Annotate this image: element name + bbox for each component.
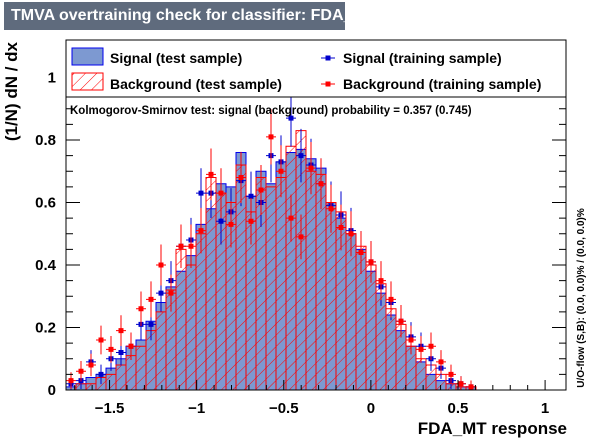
background-train-point <box>328 206 334 212</box>
background-train-point <box>358 250 364 255</box>
background-train-point <box>278 168 284 174</box>
background-train-point <box>148 296 154 302</box>
background-test-bar <box>115 364 127 391</box>
background-train-point <box>378 278 384 284</box>
x-tick-label: 0.5 <box>448 400 469 417</box>
legend-box <box>65 39 567 98</box>
background-train-point <box>338 225 344 230</box>
background-test-bar <box>125 355 137 391</box>
background-train-point <box>118 328 124 334</box>
background-train-point <box>98 337 104 343</box>
background-test-bar <box>305 170 317 391</box>
background-train-point <box>408 337 414 343</box>
legend-marker-background-train <box>325 81 331 87</box>
background-test-bar <box>135 345 147 391</box>
background-train-point <box>158 262 164 268</box>
background-train-point <box>448 371 454 377</box>
background-test-bar <box>365 264 377 391</box>
signal-train-point <box>198 190 204 196</box>
background-test-bar <box>175 248 187 391</box>
background-train-point <box>428 343 434 349</box>
background-train-point <box>168 290 174 296</box>
background-test-bar <box>285 145 297 391</box>
background-train-point <box>108 346 114 352</box>
signal-train-point <box>98 371 104 377</box>
background-test-bar <box>85 383 97 391</box>
signal-train-point <box>218 218 224 224</box>
background-train-point <box>178 243 184 249</box>
background-test-bar <box>155 311 167 391</box>
x-tick-label: 0 <box>367 400 375 417</box>
background-test-bar <box>385 308 397 391</box>
background-train-point <box>248 218 254 224</box>
x-tick-label: −1.5 <box>95 400 125 417</box>
x-tick-label: −0.5 <box>269 400 299 417</box>
background-train-point <box>208 171 214 177</box>
background-test-bar <box>265 186 277 391</box>
legend-label-signal-train: Signal (training sample) <box>343 50 502 66</box>
x-tick-label: −1 <box>188 400 205 417</box>
training-points <box>66 89 476 390</box>
background-train-point <box>288 215 294 221</box>
overflow-text: U/O-flow (S,B): (0.0, 0.0)% / (0.0, 0.0)… <box>576 208 587 388</box>
y-tick-label: 0.6 <box>35 195 56 212</box>
background-train-point <box>388 296 394 302</box>
chart-title: TMVA overtraining check for classifier: … <box>4 2 376 30</box>
y-tick-label: 0.8 <box>35 132 56 149</box>
background-test-bar <box>415 358 427 391</box>
legend-label-background-test: Background (test sample) <box>110 76 282 92</box>
background-test-bar <box>195 233 207 391</box>
background-train-point <box>348 231 354 237</box>
signal-train-point <box>158 290 164 296</box>
y-tick-label: 0.2 <box>35 320 56 337</box>
background-test-bar <box>275 177 287 391</box>
x-tick-label: 1 <box>541 400 549 417</box>
y-tick-label: 0 <box>48 382 56 399</box>
legend-marker-signal-train <box>325 55 331 61</box>
background-test-bar <box>345 233 357 391</box>
background-train-point <box>88 362 94 368</box>
legend-label-signal-test: Signal (test sample) <box>110 50 242 66</box>
y-axis-label: (1/N) dN / dx <box>2 41 21 141</box>
background-train-point <box>138 306 144 312</box>
background-train-point <box>198 228 204 234</box>
x-axis-label: FDA_MT response <box>418 419 567 438</box>
signal-train-point <box>118 350 124 355</box>
legend-swatch-signal-test <box>71 47 104 66</box>
background-train-point <box>458 381 464 387</box>
legend-label-background-train: Background (training sample) <box>343 76 541 92</box>
background-train-point <box>418 346 424 352</box>
background-train-point <box>78 368 84 374</box>
signal-train-point <box>148 321 154 327</box>
background-train-point <box>438 359 444 365</box>
y-tick-label: 0.4 <box>35 257 57 274</box>
background-train-point <box>218 190 224 196</box>
background-train-point <box>398 318 404 324</box>
legend: Signal (test sample) Background (test sa… <box>65 39 567 98</box>
background-train-point <box>318 181 324 187</box>
background-train-point <box>188 243 194 249</box>
background-train-point <box>308 165 314 171</box>
background-train-point <box>258 187 264 193</box>
background-train-point <box>238 175 244 180</box>
background-train-point <box>228 221 234 227</box>
y-tick-label: 1 <box>48 70 56 87</box>
background-test-bar <box>185 264 197 391</box>
signal-train-point <box>298 153 304 159</box>
background-train-point <box>128 343 134 349</box>
background-train-point <box>368 259 374 265</box>
ks-test-text: Kolmogorov-Smirnov test: signal (backgro… <box>70 105 472 117</box>
background-train-point <box>468 384 474 390</box>
legend-swatch-background-test <box>71 72 104 91</box>
signal-train-point <box>288 115 294 121</box>
background-train-point <box>298 234 304 240</box>
signal-train-point <box>248 193 254 199</box>
background-test-bar <box>105 373 117 391</box>
background-train-point <box>68 378 74 384</box>
background-train-point <box>268 134 274 140</box>
